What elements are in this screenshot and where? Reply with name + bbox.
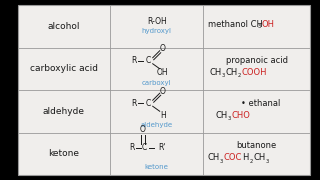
Text: hydroxyl: hydroxyl [142,28,172,34]
Text: 3: 3 [221,73,225,78]
Text: O: O [160,87,166,96]
Text: R: R [131,99,137,108]
Text: CH: CH [207,153,220,162]
Text: 2: 2 [237,73,241,78]
Text: ketone: ketone [49,149,79,158]
Text: CH: CH [209,68,222,77]
Text: methanol CH: methanol CH [208,20,263,29]
Text: ketone: ketone [145,164,169,170]
Text: COOH: COOH [241,68,267,77]
Text: carboxylic acid: carboxylic acid [30,64,98,73]
Text: CH: CH [215,111,228,120]
Text: 3: 3 [220,159,223,164]
Text: C: C [146,56,151,65]
Text: 3: 3 [257,24,261,29]
Text: C: C [146,99,151,108]
Text: 2: 2 [249,159,253,164]
Text: H: H [160,111,165,120]
Text: OH: OH [261,20,275,29]
Text: R': R' [159,143,166,152]
Text: C: C [142,143,147,152]
Text: propanoic acid: propanoic acid [226,56,288,65]
Text: aldehyde: aldehyde [140,122,173,128]
Text: R-OH: R-OH [147,17,167,26]
Text: carboxyl: carboxyl [142,80,172,86]
Text: O: O [140,125,146,134]
Text: aldehyde: aldehyde [43,107,85,116]
Text: alcohol: alcohol [48,22,80,31]
Text: R: R [129,143,135,152]
Text: COC: COC [223,153,242,162]
Text: 3: 3 [228,116,231,121]
Text: OH: OH [157,68,169,77]
Text: H: H [243,153,249,162]
Text: butanone: butanone [236,141,277,150]
Text: O: O [160,44,166,53]
Text: CH: CH [225,68,238,77]
Text: CHO: CHO [231,111,250,120]
Text: • ethanal: • ethanal [241,99,280,108]
Text: 3: 3 [265,159,269,164]
Text: CH: CH [253,153,266,162]
Text: R: R [131,56,137,65]
